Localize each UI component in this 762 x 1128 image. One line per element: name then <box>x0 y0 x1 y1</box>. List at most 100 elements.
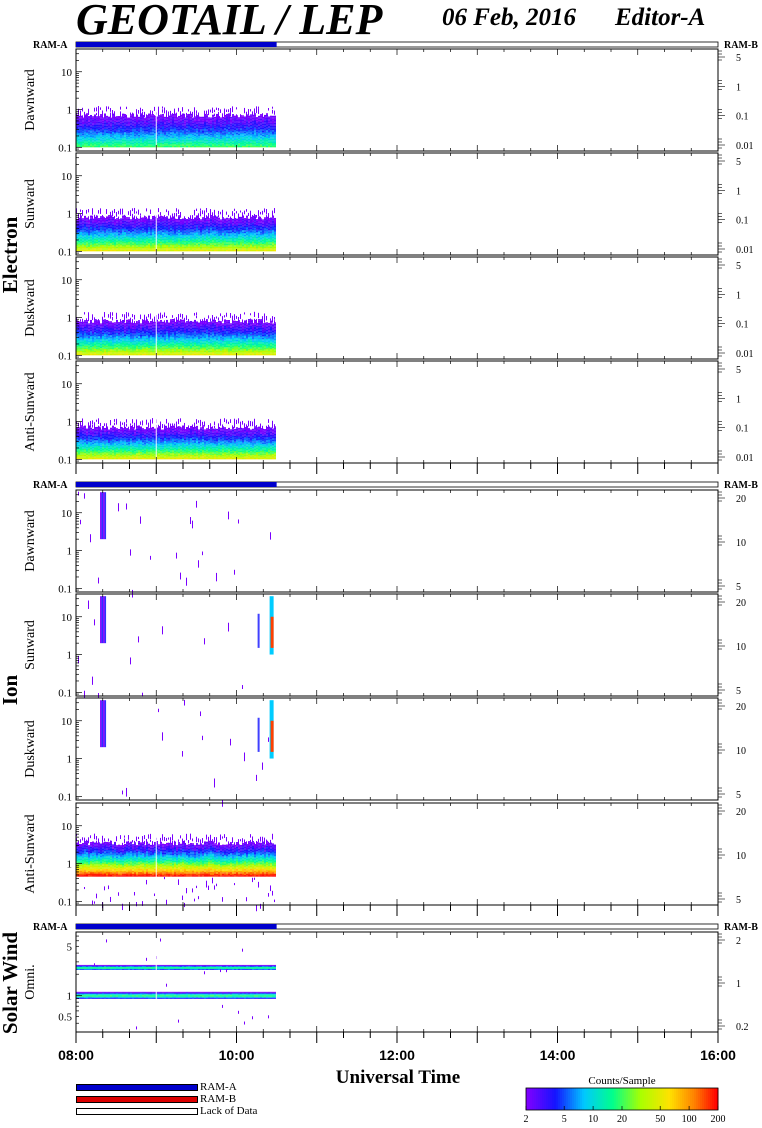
data-cell <box>240 141 242 143</box>
data-cell <box>164 235 166 238</box>
data-cell <box>130 130 132 133</box>
data-cell <box>138 136 140 138</box>
data-cell <box>206 136 208 139</box>
data-noise <box>240 210 241 213</box>
data-cell <box>92 220 94 222</box>
data-cell <box>92 233 94 235</box>
data-cell <box>194 246 196 249</box>
data-cell <box>212 125 214 127</box>
data-cell <box>246 120 248 122</box>
data-cell <box>176 238 178 240</box>
data-cell <box>150 118 152 121</box>
data-cell <box>256 130 258 133</box>
data-cell <box>130 132 132 134</box>
data-cell <box>138 129 140 131</box>
data-cell <box>242 231 244 234</box>
data-cell <box>104 142 106 145</box>
data-cell <box>210 124 212 126</box>
y-tick-label: 10 <box>61 67 73 79</box>
data-cell <box>118 128 120 131</box>
data-cell <box>266 246 268 249</box>
data-cell <box>248 144 250 146</box>
data-cell <box>218 141 220 144</box>
data-cell <box>234 141 236 144</box>
data-cell <box>128 234 130 236</box>
data-noise <box>134 215 135 220</box>
data-noise <box>114 215 115 219</box>
data-cell <box>226 132 228 134</box>
data-cell <box>106 117 108 119</box>
data-cell <box>166 139 168 141</box>
data-cell <box>90 139 92 142</box>
data-cell <box>96 222 98 224</box>
data-cell <box>94 145 96 148</box>
data-cell <box>148 145 150 148</box>
data-cell <box>104 113 106 116</box>
data-cell <box>82 341 84 344</box>
data-cell <box>270 239 272 241</box>
data-cell <box>128 136 130 138</box>
data-cell <box>274 242 276 244</box>
data-cell <box>182 237 184 240</box>
data-cell <box>142 119 144 121</box>
data-cell <box>150 130 152 133</box>
data-cell <box>202 145 204 148</box>
data-cell <box>82 133 84 136</box>
data-cell <box>122 235 124 237</box>
data-cell <box>176 134 178 137</box>
data-cell <box>138 119 140 121</box>
data-cell <box>98 239 100 241</box>
data-cell <box>96 236 98 239</box>
data-cell <box>256 123 258 126</box>
data-cell <box>198 224 200 226</box>
data-cell <box>200 233 202 236</box>
data-cell <box>118 232 120 234</box>
data-cell <box>256 132 258 134</box>
data-cell <box>172 116 174 119</box>
data-cell <box>268 237 270 240</box>
data-cell <box>206 130 208 133</box>
data-cell <box>110 238 112 240</box>
data-cell <box>252 236 254 239</box>
data-cell <box>156 221 158 223</box>
data-cell <box>96 121 98 124</box>
data-cell <box>112 238 114 241</box>
data-cell <box>160 115 162 118</box>
data-cell <box>78 226 80 229</box>
data-cell <box>234 227 236 229</box>
data-cell <box>232 243 234 246</box>
data-cell <box>84 126 86 128</box>
data-cell <box>262 249 264 252</box>
data-cell <box>126 128 128 130</box>
data-cell <box>184 126 186 129</box>
data-cell <box>196 248 198 250</box>
data-cell <box>84 219 86 221</box>
data-cell <box>262 248 264 250</box>
data-cell <box>180 233 182 236</box>
data-cell <box>246 230 248 232</box>
data-cell <box>220 239 222 242</box>
data-cell <box>144 129 146 132</box>
data-cell <box>242 126 244 129</box>
data-cell <box>262 133 264 135</box>
data-cell <box>170 124 172 127</box>
data-cell <box>268 119 270 121</box>
data-cell <box>222 240 224 243</box>
data-cell <box>92 120 94 122</box>
data-cell <box>124 120 126 122</box>
data-cell <box>178 236 180 239</box>
data-cell <box>88 239 90 242</box>
data-cell <box>170 228 172 230</box>
data-cell <box>142 223 144 226</box>
data-cell <box>246 217 248 219</box>
data-cell <box>168 249 170 252</box>
data-cell <box>230 145 232 148</box>
data-cell <box>238 128 240 130</box>
data-cell <box>238 221 240 224</box>
data-cell <box>248 130 250 132</box>
data-cell <box>174 119 176 122</box>
data-cell <box>190 135 192 137</box>
data-cell <box>76 239 78 242</box>
data-cell <box>188 121 190 124</box>
data-cell <box>182 121 184 123</box>
